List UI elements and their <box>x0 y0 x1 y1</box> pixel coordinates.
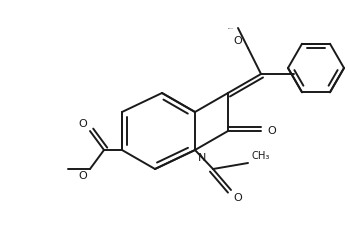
Text: O: O <box>78 119 87 129</box>
Text: O: O <box>267 126 276 136</box>
Text: methoxy: methoxy <box>228 27 234 28</box>
Text: O: O <box>233 36 242 46</box>
Text: O: O <box>233 193 242 203</box>
Text: O: O <box>78 171 87 181</box>
Text: CH₃: CH₃ <box>251 151 269 161</box>
Text: N: N <box>198 153 206 163</box>
